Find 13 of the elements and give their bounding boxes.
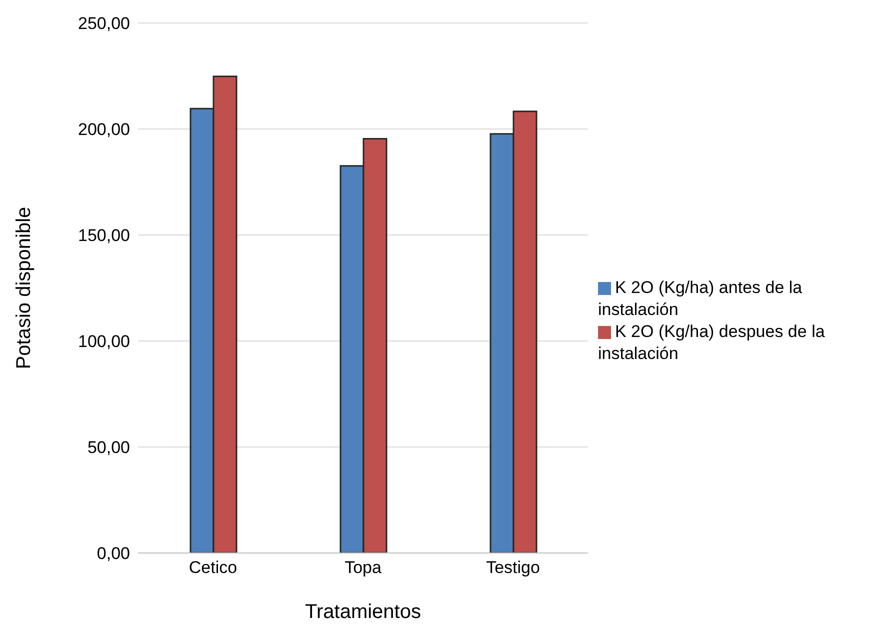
y-tick-label: 250,00	[78, 14, 130, 34]
x-tick-label: Cetico	[188, 558, 238, 578]
y-tick-label: 150,00	[78, 226, 130, 246]
y-axis-title: Potasio disponible	[13, 206, 36, 370]
y-tick-label: 200,00	[78, 120, 130, 140]
y-tick-label: 0,00	[96, 544, 130, 564]
x-axis-title: Tratamientos	[305, 601, 421, 623]
y-tick-label: 50,00	[87, 438, 130, 458]
y-tick-label: 100,00	[78, 332, 130, 352]
x-tick-label: Topa	[344, 558, 382, 578]
legend-label: K 2O (Kg/ha) antes de la instalación	[598, 278, 802, 318]
legend-label: K 2O (Kg/ha) despues de la instalación	[598, 322, 825, 362]
x-tick-label: Testigo	[486, 558, 540, 578]
